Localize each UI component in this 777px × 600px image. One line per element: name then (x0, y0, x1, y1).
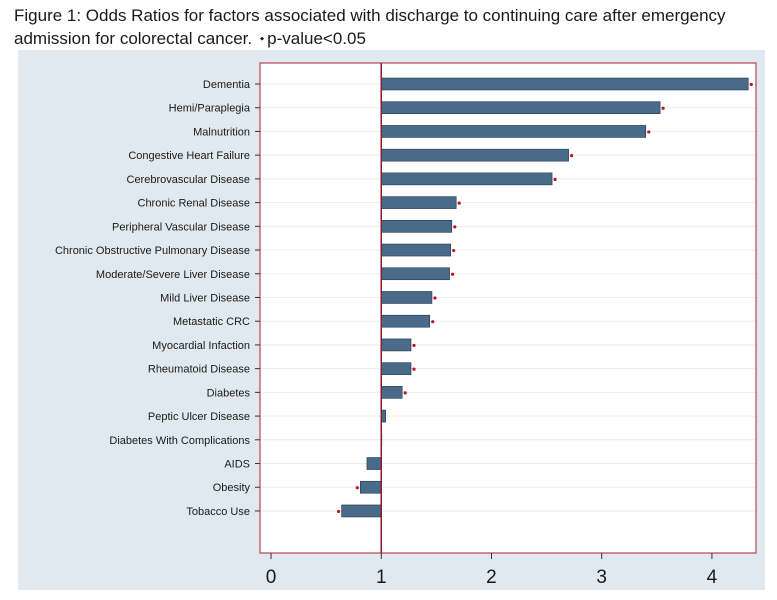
significance-marker (412, 367, 416, 371)
bar (380, 148, 569, 162)
category-labels: Dementia Hemi/Paraplegia Malnutrition Conge… (55, 79, 260, 518)
category-label: AIDS (224, 459, 250, 471)
bar (380, 243, 451, 257)
bar (380, 125, 647, 138)
significance-marker-icon: ⬩ (259, 31, 265, 45)
significance-marker (452, 248, 456, 253)
bars (341, 77, 749, 518)
significance-note: p-value<0.05 (267, 29, 366, 48)
bar (380, 172, 553, 186)
x-tick-label: 3 (596, 567, 607, 588)
significance-marker (403, 391, 407, 395)
significance-marker (457, 201, 461, 205)
bar (366, 457, 382, 470)
category-label: Moderate/Severe Liver Disease (96, 269, 250, 281)
category-label: Cerebrovascular Disease (127, 174, 251, 186)
bar (380, 362, 412, 375)
significance-marker (647, 130, 651, 134)
figure-caption: Figure 1: Odds Ratios for factors associ… (14, 4, 764, 50)
significance-marker (355, 486, 359, 490)
bar (380, 386, 403, 399)
bar (380, 314, 431, 328)
category-label: Obesity (213, 482, 251, 494)
significance-marker (433, 296, 437, 300)
category-label: Mild Liver Disease (160, 292, 250, 304)
x-tick-label: 1 (376, 567, 387, 588)
significance-marker (412, 343, 416, 348)
bar (380, 77, 749, 91)
significance-marker (453, 225, 457, 229)
plot-area (260, 63, 756, 553)
category-label: Peptic Ulcer Disease (148, 411, 250, 423)
category-label: Diabetes With Complications (109, 435, 250, 447)
significance-marker (553, 177, 557, 181)
bar (360, 480, 382, 494)
significance-marker (450, 272, 455, 276)
significance-marker (749, 82, 753, 87)
x-axis: 0 1 2 3 4 (266, 553, 718, 588)
x-tick-label: 4 (707, 567, 718, 588)
category-label: Peripheral Vascular Disease (112, 221, 250, 233)
significance-marker (661, 106, 665, 110)
category-label: Myocardial Infaction (152, 340, 250, 352)
bar (380, 267, 450, 281)
caption-text: Figure 1: Odds Ratios for factors associ… (14, 6, 726, 48)
category-label: Congestive Heart Failure (128, 150, 250, 162)
bar (341, 504, 382, 518)
significance-marker (431, 320, 435, 324)
significance-marker (336, 509, 341, 514)
significance-marker (570, 154, 574, 158)
bar (380, 291, 433, 304)
significance-markers (336, 82, 753, 514)
category-label: Dementia (203, 79, 251, 91)
category-label: Tobacco Use (186, 506, 250, 518)
bar (380, 196, 457, 209)
plot-frame (259, 62, 757, 554)
x-tick-label: 2 (486, 567, 497, 588)
category-label: Diabetes (207, 387, 251, 399)
category-label: Malnutrition (193, 126, 250, 138)
bar (380, 338, 412, 352)
category-label: Metastatic CRC (173, 316, 250, 328)
category-label: Chronic Obstructive Pulmonary Disease (55, 245, 250, 257)
category-label: Hemi/Paraplegia (169, 103, 251, 115)
bar (380, 220, 453, 233)
x-tick-label: 0 (266, 567, 277, 588)
category-label: Rheumatoid Disease (148, 364, 250, 376)
bar (380, 101, 661, 115)
category-label: Chronic Renal Disease (138, 198, 251, 210)
